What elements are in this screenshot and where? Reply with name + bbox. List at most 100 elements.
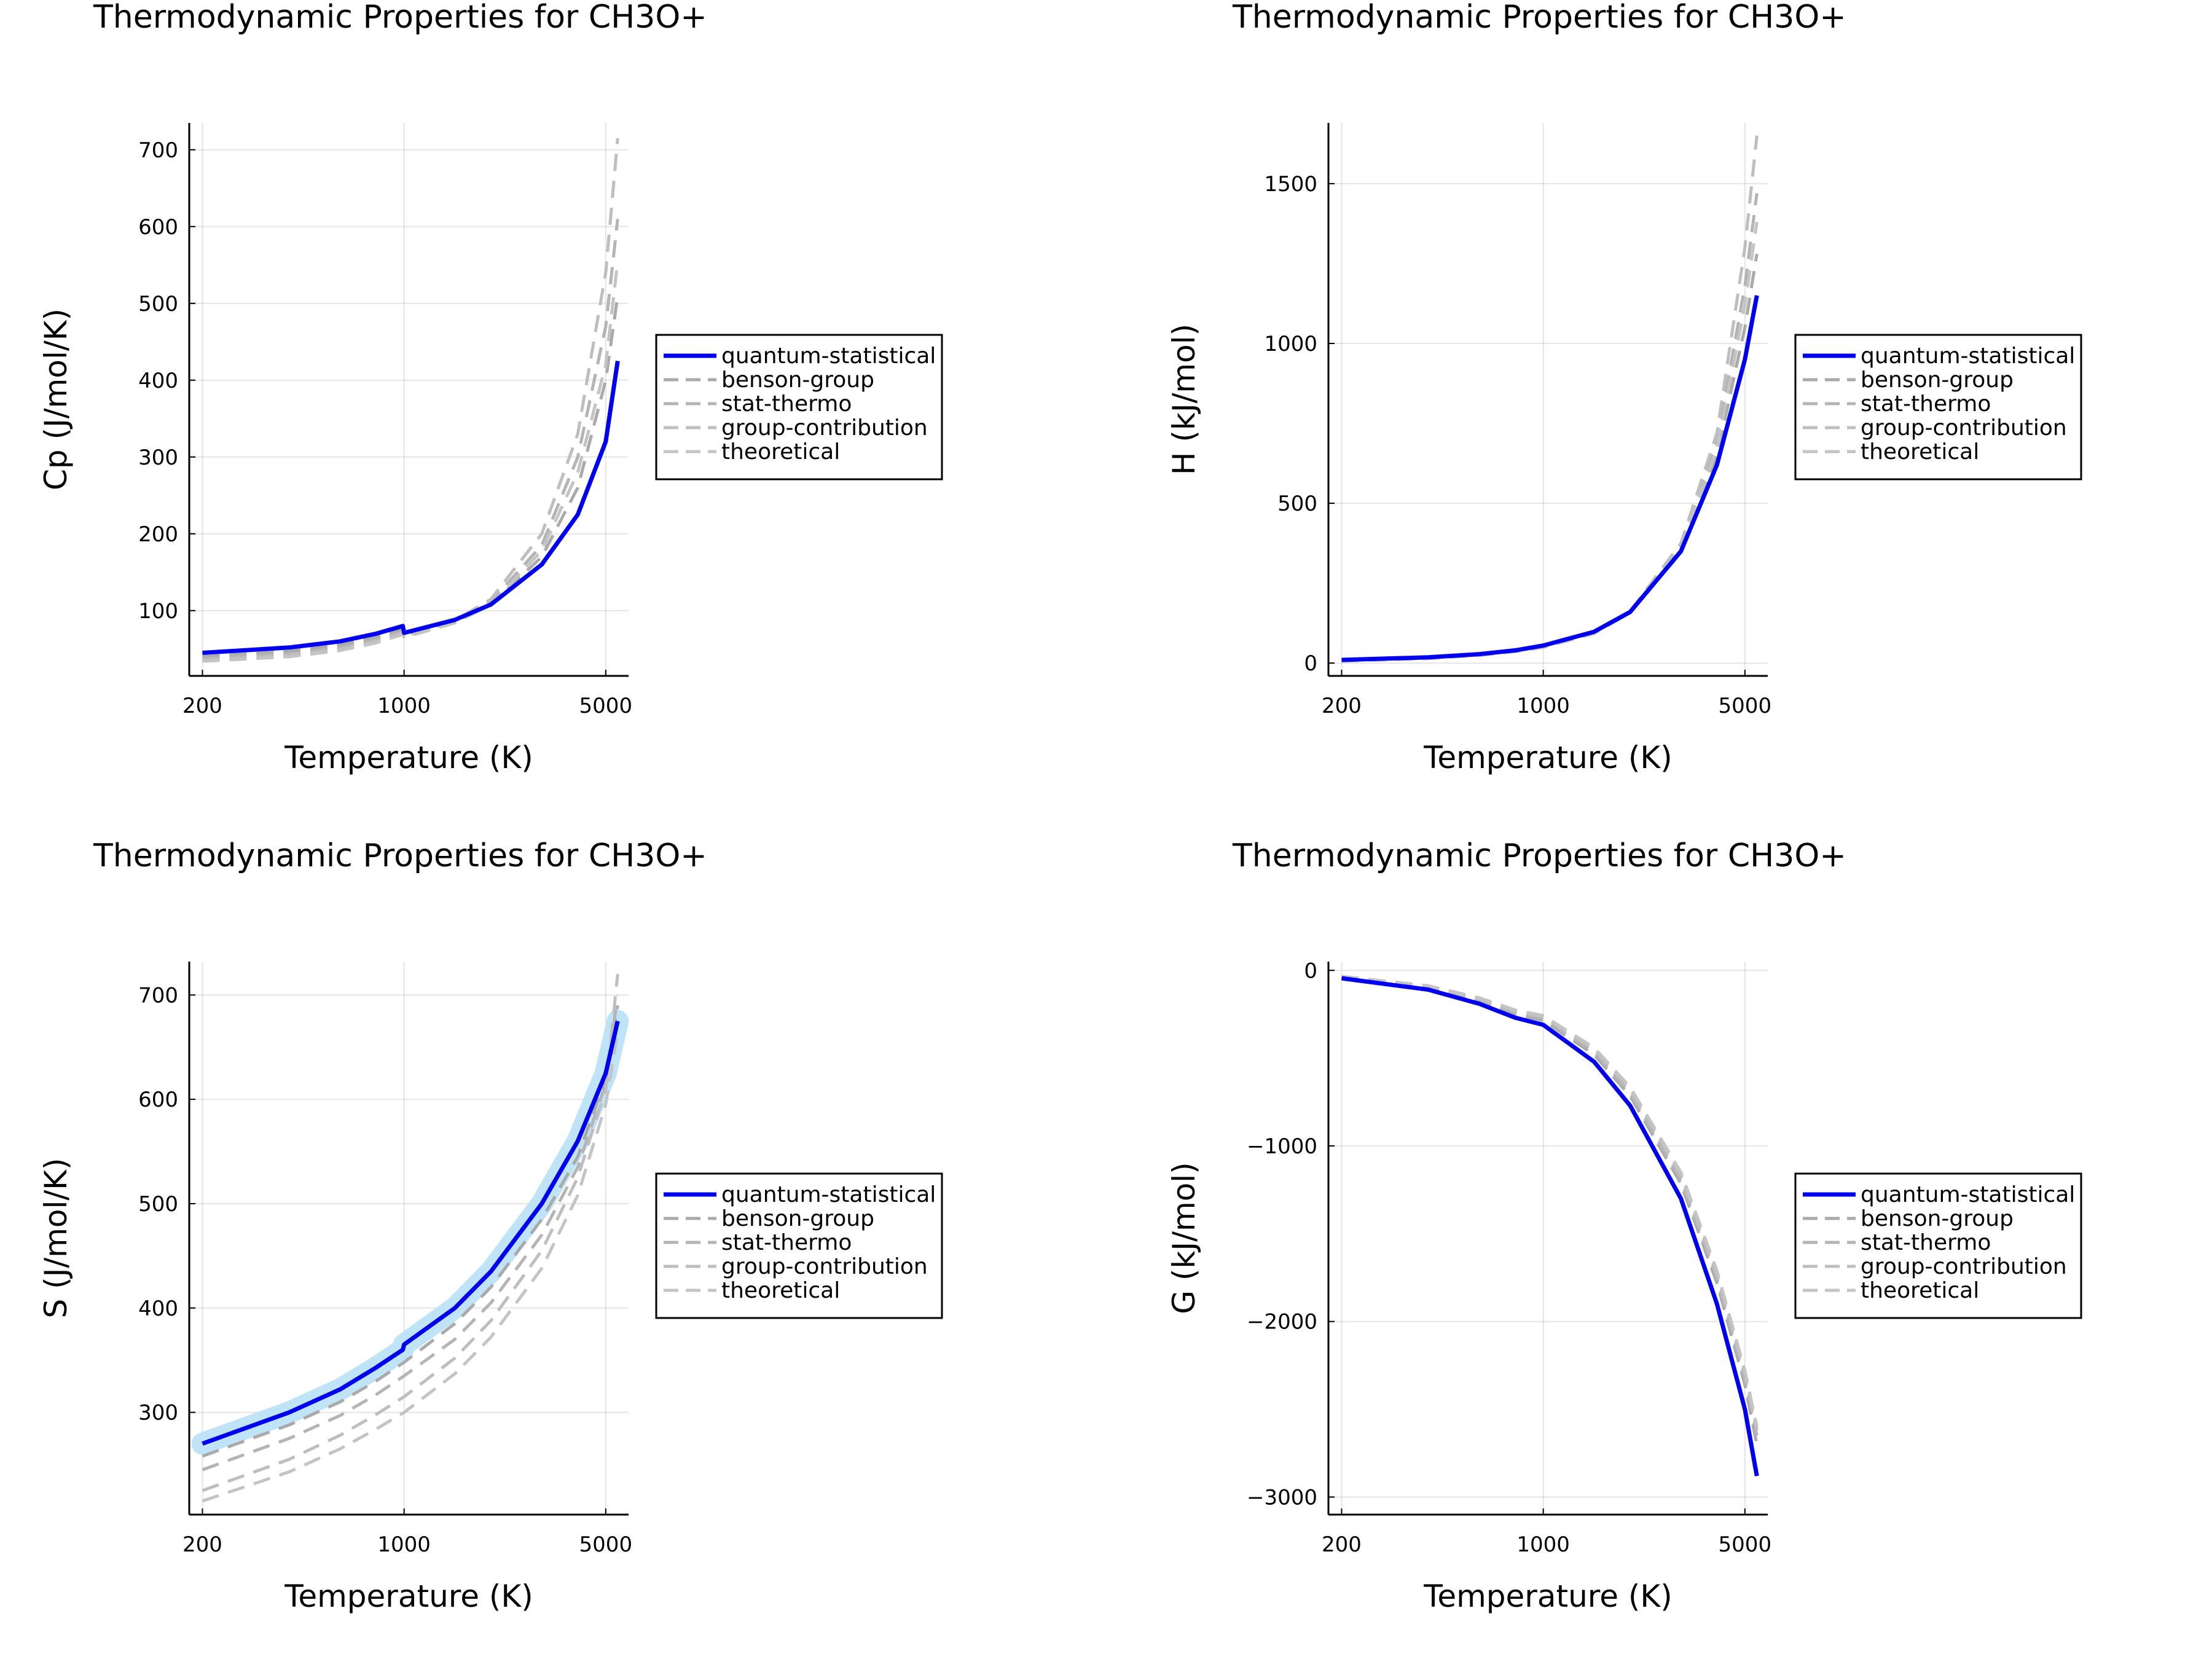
y-tick-label: 500 [1277,492,1317,516]
legend-label: quantum-statistical [721,343,936,369]
y-tick-label: 0 [1304,651,1317,676]
legend-label: stat-thermo [721,391,852,417]
y-tick-label: 600 [138,215,178,240]
legend-label: group-contribution [1861,415,2067,441]
legend-label: quantum-statistical [721,1182,936,1207]
legend-label: benson-group [721,367,874,393]
series-line-stat-thermo [1341,193,1759,662]
x-tick-label: 5000 [579,694,633,718]
chart-panel-2: Thermodynamic Properties for CH3O+ 200 100… [1166,0,2082,775]
legend-label: benson-group [1861,367,2014,393]
y-tick-label: 600 [138,1088,178,1112]
series-line-quantum-statistical [1341,976,1759,1477]
series-line-group-contribution [202,974,619,1492]
y-tick-label: 0 [1304,959,1317,983]
x-axis-label: Temperature (K) [284,740,533,775]
plot-area [1341,135,1759,663]
legend-label: quantum-statistical [1861,1182,2075,1207]
x-tick-label: 5000 [1719,694,1772,718]
y-tick-label: 500 [138,1192,178,1217]
x-tick-label: 1000 [1516,694,1570,718]
y-tick-label: −1000 [1247,1134,1317,1159]
legend: quantum-statisticalbenson-groupstat-ther… [655,334,943,480]
series-line-benson-group [202,295,619,659]
chart-title: Thermodynamic Properties for CH3O+ [93,0,707,36]
chart-title: Thermodynamic Properties for CH3O+ [93,837,707,874]
series-line-stat-thermo [202,994,619,1472]
series-line-quantum-statistical [202,360,620,655]
y-tick-label: 1500 [1264,172,1317,197]
uncertainty-band [191,1010,629,1455]
y-tick-label: 200 [138,522,178,547]
series-line-theoretical [1341,221,1759,663]
y-tick-label: 400 [138,1296,178,1321]
chart-title: Thermodynamic Properties for CH3O+ [1232,837,1846,874]
legend-label: stat-thermo [721,1230,852,1255]
series-line-group-contribution [1341,135,1759,662]
series-line-quantum-statistical [202,1021,620,1446]
y-tick-label: 300 [138,445,178,470]
legend-box [1794,1172,2082,1319]
series-line-stat-thermo [1341,975,1759,1436]
legend-label: stat-thermo [1861,1230,1991,1255]
x-tick-label: 1000 [377,1532,431,1557]
legend: quantum-statisticalbenson-groupstat-ther… [1794,1172,2082,1319]
legend-label: theoretical [1861,1278,1979,1303]
x-tick-label: 5000 [1719,1532,1772,1557]
y-tick-label: 1000 [1264,332,1317,356]
y-tick-label: 500 [138,292,178,316]
x-axis-label: Temperature (K) [1423,1579,1672,1614]
x-tick-label: 200 [1322,694,1362,718]
legend-label: benson-group [1861,1206,2014,1231]
chart-title: Thermodynamic Properties for CH3O+ [1232,0,1846,36]
x-tick-label: 200 [182,694,222,718]
series-line-quantum-statistical [1341,295,1759,662]
y-tick-label: −2000 [1247,1310,1317,1335]
x-axis-label: Temperature (K) [284,1579,533,1614]
legend-label: group-contribution [721,1254,928,1279]
legend: quantum-statisticalbenson-groupstat-ther… [1794,334,2082,480]
plot-area [191,974,629,1503]
legend-label: group-contribution [721,415,928,441]
y-axis-label: S (J/mol/K) [38,1158,74,1318]
y-tick-label: 400 [138,369,178,393]
y-axis-label: G (kJ/mol) [1166,1162,1202,1314]
x-tick-label: 5000 [579,1532,633,1557]
legend-box [655,1172,943,1319]
plot-area [1341,975,1759,1477]
y-tick-label: 300 [138,1401,178,1426]
x-axis-label: Temperature (K) [1423,740,1672,775]
series-line-theoretical [202,1031,619,1503]
legend-box [1794,334,2082,480]
series-line-theoretical [1341,975,1759,1427]
x-tick-label: 1000 [1516,1532,1570,1557]
series-line-theoretical [202,261,619,663]
x-tick-label: 1000 [377,694,431,718]
y-tick-label: 700 [138,983,178,1008]
legend-label: quantum-statistical [1861,343,2075,369]
legend-box [655,334,943,480]
y-axis-label: H (kJ/mol) [1166,324,1202,475]
legend: quantum-statisticalbenson-groupstat-ther… [655,1172,943,1319]
legend-label: stat-thermo [1861,391,1991,417]
legend-label: theoretical [721,1278,840,1303]
chart-panel-1: Thermodynamic Properties for CH3O+ 200 100… [38,0,943,775]
series-line-stat-thermo [202,219,619,660]
series-line-group-contribution [202,138,619,662]
legend-label: group-contribution [1861,1254,2067,1279]
legend-label: benson-group [721,1206,874,1231]
y-tick-label: 700 [138,138,178,163]
x-tick-label: 200 [182,1532,222,1557]
y-axis-label: Cp (J/mol/K) [38,308,74,490]
chart-panel-4: Thermodynamic Properties for CH3O+ 200 100… [1166,837,2082,1614]
x-tick-label: 200 [1322,1532,1362,1557]
series-line-group-contribution [1341,975,1759,1431]
y-tick-label: 100 [138,599,178,624]
y-tick-label: −3000 [1247,1485,1317,1510]
series-line-benson-group [1341,253,1759,662]
legend-label: theoretical [721,439,840,465]
legend-label: theoretical [1861,439,1979,465]
plot-area [202,138,620,663]
chart-panel-3: Thermodynamic Properties for CH3O+ 200 100… [38,837,943,1614]
